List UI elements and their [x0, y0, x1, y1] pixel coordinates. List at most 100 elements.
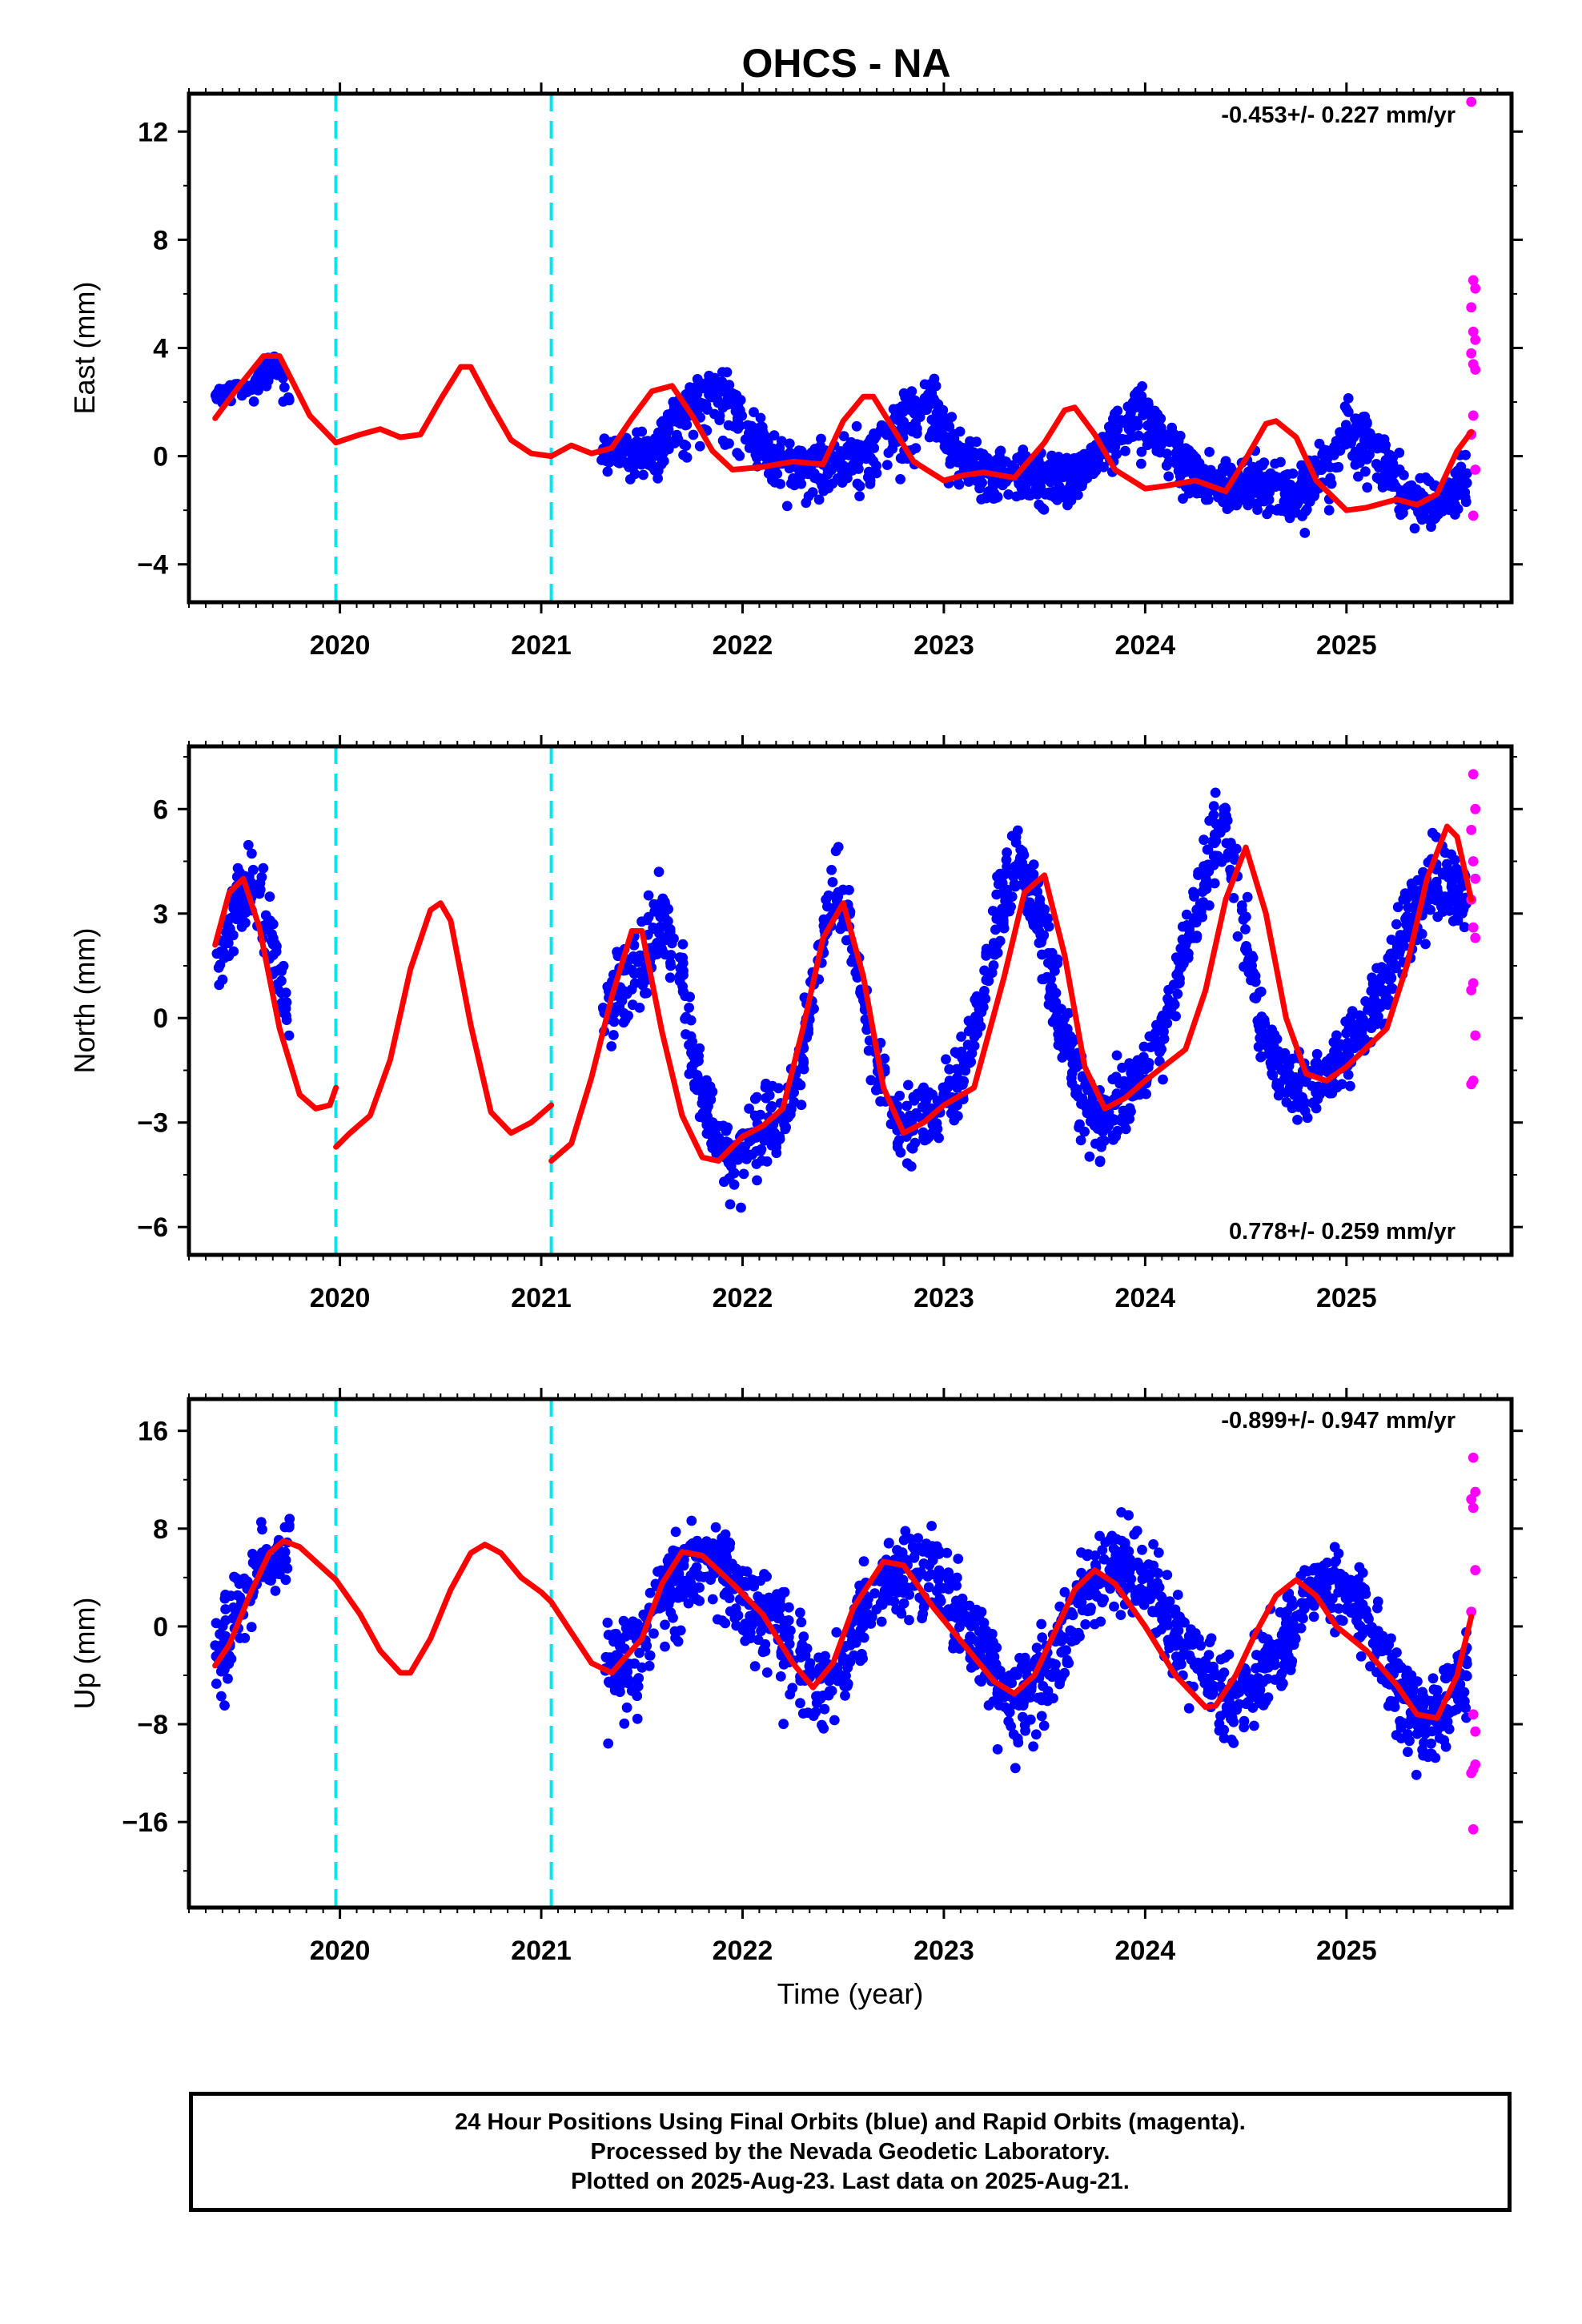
final-orbit-point — [1058, 489, 1069, 500]
final-orbit-point — [951, 1580, 962, 1591]
final-orbit-point — [257, 1524, 267, 1535]
final-orbit-point — [823, 483, 834, 493]
final-orbit-point — [953, 1111, 963, 1121]
final-orbit-point — [1321, 1056, 1332, 1067]
final-orbit-point — [1203, 844, 1214, 855]
final-orbit-point — [750, 449, 761, 460]
final-orbit-point — [943, 1567, 954, 1578]
final-orbit-point — [916, 1091, 926, 1102]
x-tick-label: 2021 — [511, 1283, 572, 1313]
final-orbit-point — [740, 1618, 751, 1630]
final-orbit-point — [1052, 464, 1063, 475]
final-orbit-point — [795, 1607, 805, 1618]
final-orbit-point — [267, 929, 277, 939]
final-orbit-point — [1239, 486, 1251, 497]
final-orbit-point — [717, 367, 728, 377]
final-orbit-point — [995, 907, 1006, 919]
final-orbit-point — [1107, 1130, 1118, 1141]
final-orbit-point — [619, 1718, 630, 1729]
final-orbit-point — [270, 938, 280, 949]
final-orbit-point — [689, 1058, 701, 1068]
final-orbit-point — [1313, 1081, 1323, 1092]
final-orbit-point — [1317, 448, 1328, 460]
final-orbit-point — [1189, 891, 1199, 902]
rapid-orbit-point — [1466, 824, 1477, 835]
model-curve-segment — [333, 364, 555, 460]
x-tick-label: 2024 — [1115, 630, 1176, 661]
final-orbit-point — [1164, 1003, 1174, 1014]
final-orbit-point — [934, 1582, 946, 1593]
final-orbit-point — [809, 1003, 819, 1014]
final-orbit-point — [281, 1011, 291, 1021]
final-orbit-point — [999, 869, 1010, 880]
x-tick-label: 2020 — [310, 630, 371, 661]
final-orbit-point — [1017, 858, 1027, 868]
rapid-orbit-point — [1470, 1030, 1481, 1041]
final-orbit-point — [1204, 447, 1215, 457]
final-orbit-point — [638, 469, 648, 480]
final-orbit-point — [274, 364, 285, 376]
final-orbit-point — [1275, 456, 1286, 468]
final-orbit-point — [1066, 1636, 1077, 1647]
final-orbit-point — [668, 1545, 679, 1556]
final-orbit-point — [1010, 1763, 1021, 1774]
model-curve-segment — [212, 875, 339, 1112]
final-orbit-point — [1164, 1596, 1175, 1607]
final-orbit-point — [962, 1039, 974, 1050]
final-orbit-point — [1391, 1730, 1402, 1741]
final-orbit-point — [680, 1013, 690, 1024]
x-axis-ticks — [188, 735, 1499, 1266]
final-orbit-point — [217, 974, 228, 985]
rapid-orbit-point — [1470, 932, 1481, 943]
final-orbit-point — [1262, 509, 1272, 520]
final-orbit-point — [826, 1686, 837, 1696]
final-orbit-point — [1008, 871, 1019, 883]
rapid-orbit-point — [1468, 410, 1479, 421]
final-orbit-point — [895, 1147, 906, 1158]
final-orbit-point — [1137, 1544, 1147, 1555]
final-orbit-point — [246, 1622, 257, 1633]
y-tick-label: −3 — [137, 1108, 168, 1139]
final-orbit-point — [748, 434, 759, 444]
final-orbit-point — [1084, 1151, 1095, 1162]
final-orbit-point — [1267, 1049, 1279, 1060]
final-orbit-point — [795, 1698, 805, 1709]
final-orbit-point — [944, 1063, 955, 1075]
final-orbit-point — [1104, 422, 1115, 433]
final-orbit-point — [1296, 460, 1307, 471]
final-orbit-point — [1164, 436, 1174, 448]
final-orbit-point — [273, 1548, 284, 1559]
final-orbit-point — [1201, 866, 1211, 878]
final-orbit-point — [1010, 832, 1022, 842]
final-orbit-point — [1075, 451, 1086, 462]
final-orbit-point — [616, 455, 628, 466]
final-orbit-point — [761, 1667, 773, 1678]
plot-area-north — [211, 746, 1481, 1255]
final-orbit-point — [260, 910, 271, 921]
x-tick-label: 2023 — [913, 630, 974, 661]
final-orbit-point — [836, 460, 847, 471]
final-orbit-point — [749, 407, 759, 417]
final-orbit-point — [1271, 1078, 1283, 1088]
y-tick-label: 0 — [153, 442, 168, 472]
final-orbit-point — [1217, 854, 1227, 865]
final-orbit-point — [831, 1626, 842, 1638]
final-orbit-point — [1109, 442, 1119, 453]
final-orbit-point — [1025, 911, 1036, 923]
final-orbit-point — [1452, 483, 1464, 494]
final-orbit-point — [923, 1582, 934, 1593]
final-orbit-point — [1120, 445, 1130, 456]
final-orbit-point — [942, 1081, 953, 1092]
final-orbit-point — [728, 1168, 739, 1178]
final-orbit-point — [1084, 465, 1094, 476]
final-orbit-point — [669, 400, 680, 412]
final-orbit-point — [1341, 1027, 1351, 1039]
final-orbit-point — [970, 1011, 981, 1023]
final-orbit-point — [771, 1148, 782, 1159]
final-orbit-point — [1284, 513, 1295, 524]
final-orbit-point — [1085, 1116, 1096, 1127]
final-orbit-point — [784, 438, 795, 449]
final-orbit-point — [1225, 462, 1236, 473]
final-orbit-point — [1326, 1085, 1337, 1096]
